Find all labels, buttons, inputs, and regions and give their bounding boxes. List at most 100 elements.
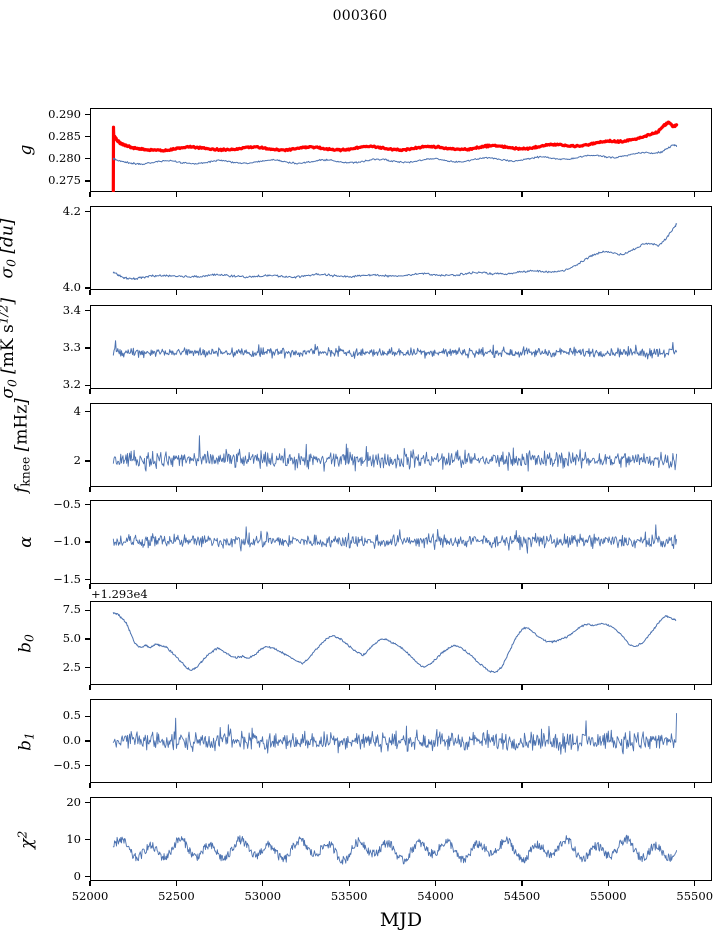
series-line-chi2	[113, 835, 676, 864]
plot-panel-4	[90, 403, 712, 487]
y-tick-mark	[85, 609, 90, 611]
x-tick-mark	[262, 487, 264, 492]
plot-panel-6	[90, 601, 712, 685]
y-tick-label: 5.0	[62, 630, 81, 645]
series-line-sigma0-du	[113, 224, 676, 280]
x-tick-mark	[434, 290, 437, 295]
x-tick-mark	[89, 290, 91, 295]
y-tick-mark	[85, 460, 90, 462]
x-tick-mark	[434, 685, 437, 690]
y-tick-label: 3.4	[62, 302, 81, 317]
y-tick-mark	[85, 158, 90, 160]
x-tick-mark	[348, 192, 350, 197]
x-axis-label: MJD	[379, 909, 423, 931]
x-tick-mark	[607, 584, 609, 589]
y-axis-label-panel-2: σ0 [du]	[0, 218, 19, 279]
x-tick-mark	[434, 487, 437, 492]
x-tick-mark	[175, 685, 177, 690]
y-axis-label-panel-4: fknee [mHz]	[11, 398, 33, 493]
x-tick-mark	[521, 192, 523, 197]
y-axis-label-panel-3: σ0 [mK s1/2]	[0, 297, 20, 399]
x-tick-mark	[262, 389, 264, 394]
series-line-f-knee	[113, 436, 676, 472]
series-canvas	[90, 699, 712, 783]
series-line-b1	[113, 713, 676, 754]
x-tick-mark	[175, 881, 177, 886]
x-tick-mark	[694, 685, 696, 690]
y-tick-mark	[85, 503, 90, 506]
panel-frame	[90, 601, 712, 685]
series-line-b0	[113, 613, 675, 673]
y-tick-mark	[85, 638, 90, 640]
x-tick-mark	[348, 389, 350, 394]
y-tick-mark	[85, 114, 90, 116]
x-tick-mark	[607, 389, 609, 394]
x-tick-mark	[607, 192, 609, 197]
y-axis-offset-text: +1.293e4	[91, 587, 148, 601]
x-tick-mark	[348, 783, 350, 788]
y-tick-mark	[85, 541, 90, 543]
x-tick-mark	[521, 487, 523, 492]
x-tick-mark	[607, 487, 609, 492]
y-tick-label: 10	[66, 831, 81, 846]
x-tick-mark	[607, 290, 609, 295]
x-tick-mark	[175, 389, 177, 394]
y-tick-label: 4.0	[62, 280, 81, 295]
x-tick-mark	[521, 881, 523, 886]
y-tick-label: −0.5	[53, 757, 81, 772]
figure-title: 000360	[332, 8, 388, 24]
x-tick-label: 55000	[590, 889, 627, 903]
series-canvas	[90, 305, 712, 389]
x-tick-mark	[348, 685, 350, 690]
x-tick-mark	[262, 290, 264, 295]
x-tick-mark	[434, 584, 437, 589]
plot-panel-2	[90, 206, 712, 290]
x-tick-mark	[262, 685, 264, 690]
panel-frame	[90, 305, 712, 389]
x-tick-mark	[175, 783, 177, 788]
series-line-alpha	[113, 525, 676, 553]
series-canvas	[90, 601, 712, 685]
y-tick-mark	[85, 801, 90, 804]
series-canvas	[90, 108, 712, 192]
y-tick-label: 0.290	[48, 106, 81, 121]
y-tick-label: 0.275	[48, 172, 81, 187]
x-tick-mark	[89, 389, 91, 394]
y-tick-mark	[85, 136, 90, 138]
series-canvas	[90, 206, 712, 290]
y-tick-label: 0.5	[62, 708, 81, 723]
x-tick-mark	[434, 192, 437, 197]
y-tick-label: −0.5	[53, 496, 81, 511]
x-tick-mark	[434, 389, 437, 394]
x-tick-mark	[262, 192, 264, 197]
x-tick-mark	[175, 584, 177, 589]
x-tick-mark	[434, 881, 437, 886]
y-tick-mark	[85, 384, 90, 386]
y-tick-mark	[85, 211, 90, 213]
x-tick-mark	[89, 192, 91, 197]
plot-panel-1	[90, 108, 712, 192]
plot-panel-3	[90, 305, 712, 389]
y-tick-mark	[85, 180, 90, 182]
x-tick-mark	[89, 685, 91, 690]
x-tick-mark	[348, 290, 350, 295]
x-tick-mark	[89, 783, 91, 788]
series-canvas	[90, 403, 712, 487]
series-line-g-blue	[113, 145, 676, 165]
series-line-g-red	[113, 122, 676, 191]
series-canvas	[90, 500, 712, 584]
series-canvas	[90, 797, 712, 881]
y-tick-label: 4.2	[62, 203, 81, 218]
x-tick-mark	[694, 783, 696, 788]
x-tick-mark	[694, 584, 696, 589]
x-tick-mark	[348, 584, 350, 589]
y-tick-label: 0.285	[48, 128, 81, 143]
y-tick-mark	[85, 578, 90, 581]
x-tick-mark	[521, 389, 523, 394]
y-tick-label: 3.3	[62, 339, 81, 354]
x-tick-mark	[521, 685, 523, 690]
x-tick-mark	[521, 584, 523, 589]
y-tick-label: 7.5	[62, 602, 81, 617]
y-tick-mark	[85, 411, 90, 413]
